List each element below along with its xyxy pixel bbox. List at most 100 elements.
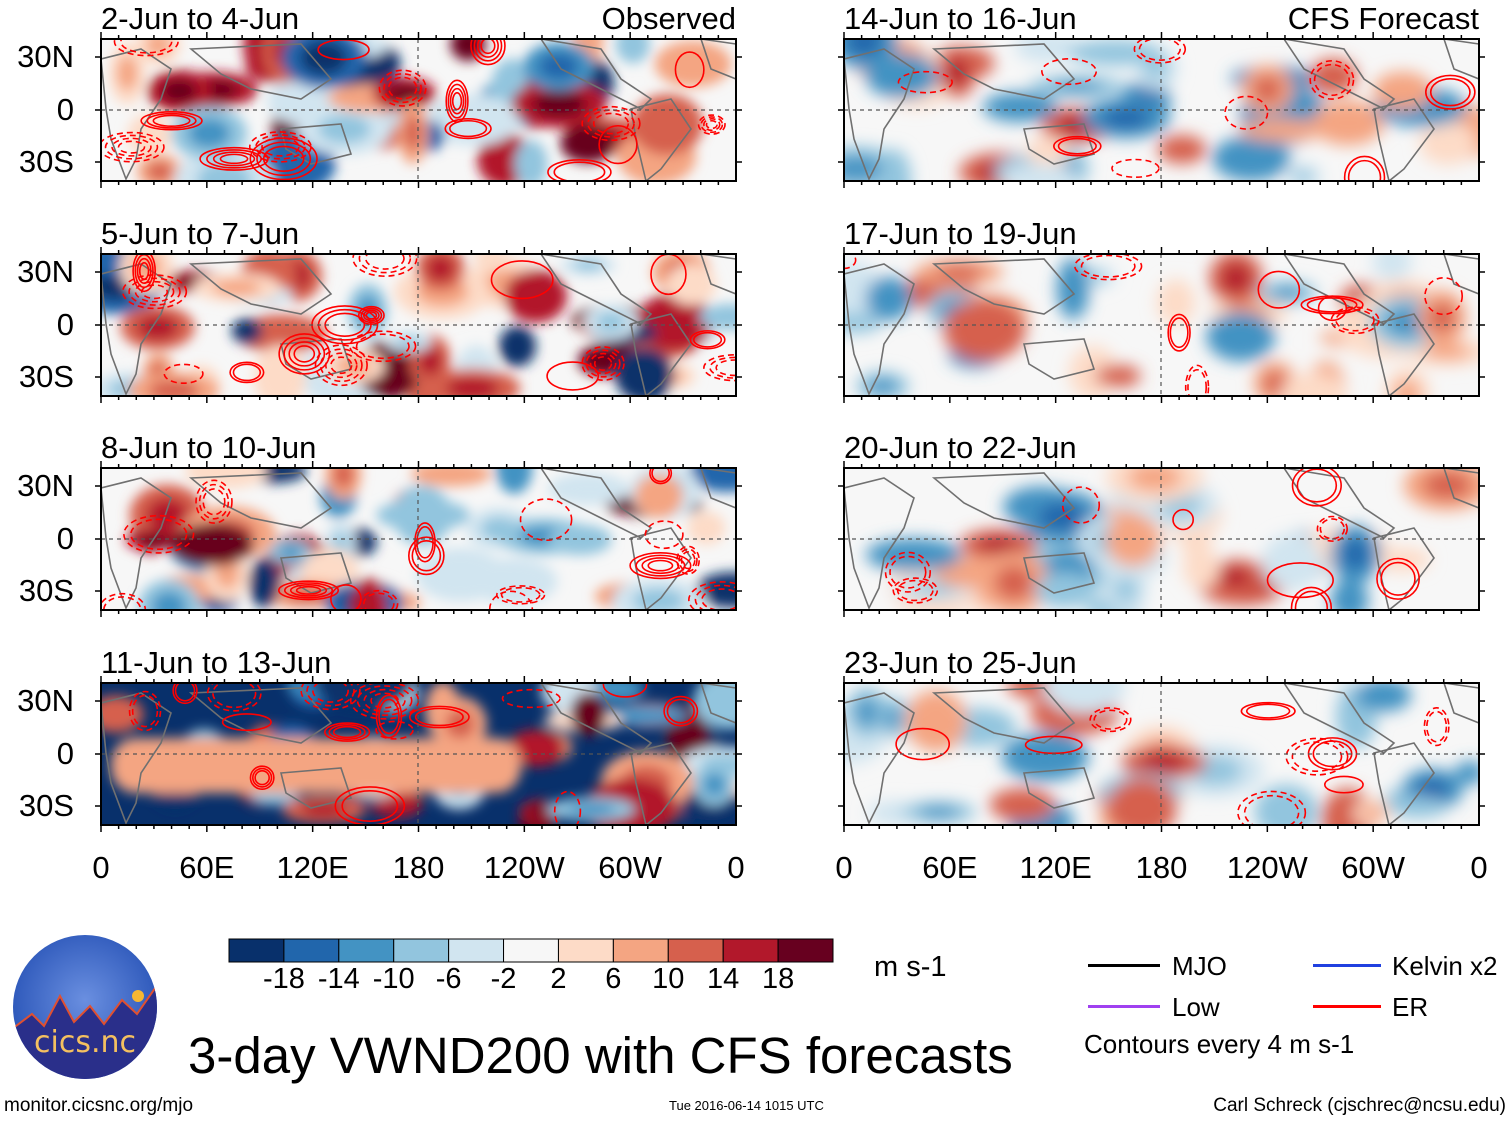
negative-anomaly: [1042, 683, 1126, 714]
anomaly-core: [1341, 538, 1370, 571]
anomaly-core: [1253, 75, 1282, 103]
map-panel: [95, 247, 742, 403]
anomaly-core: [386, 84, 422, 103]
anomaly-core: [977, 536, 1021, 553]
anomaly-core: [1271, 286, 1305, 299]
negative-anomaly: [865, 538, 962, 572]
x-tick-label: 120E: [276, 850, 349, 885]
tick-marks: [838, 676, 1485, 832]
x-tick-label: 0: [835, 850, 853, 885]
anomaly-core: [418, 346, 442, 376]
units-label: m s-1: [874, 951, 947, 983]
y-tick-label: 30S: [18, 788, 74, 823]
negative-anomaly: [615, 39, 651, 64]
anomaly-core: [1128, 468, 1182, 492]
panel-title: 14-Jun to 16-Jun: [844, 1, 1077, 36]
coastlines: [844, 39, 1479, 181]
colorbar-label: -10: [372, 963, 415, 995]
legend-low-line: [1088, 1005, 1160, 1008]
colorbar-label: 2: [550, 963, 567, 995]
anomaly-core: [1101, 106, 1151, 130]
y-tick-label: 30N: [17, 254, 74, 289]
positive-anomaly: [1156, 279, 1196, 326]
coastlines: [101, 468, 736, 610]
negative-anomaly: [231, 317, 263, 344]
anomaly-core: [1422, 344, 1472, 360]
negative-anomaly: [1330, 579, 1369, 610]
y-tick-label: 30S: [18, 144, 74, 179]
positive-anomaly: [905, 690, 967, 752]
negative-anomaly: [315, 683, 413, 710]
negative-anomaly: [1388, 796, 1448, 819]
colorbar-swatch: [557, 938, 614, 963]
x-tick-label: 60E: [922, 850, 978, 885]
anomaly-core: [507, 335, 528, 358]
footer-timestamp: Tue 2016-06-14 1015 UTC: [669, 1098, 824, 1113]
panel-title: 11-Jun to 13-Jun: [101, 645, 332, 680]
y-tick-label: 0: [56, 307, 74, 342]
x-tick-label: 60W: [598, 850, 663, 885]
colorbar-swatch: [228, 938, 285, 963]
anomaly-core: [1386, 307, 1428, 337]
anomaly-core: [152, 591, 186, 610]
footer-author: Carl Schreck (cjschrec@ncsu.edu): [1213, 1095, 1506, 1116]
anomaly-core: [856, 698, 878, 727]
x-tick-label: 60E: [179, 850, 235, 885]
anomaly-core: [279, 545, 303, 559]
x-tick-label: 0: [92, 850, 110, 885]
y-tick-label: 30S: [18, 573, 74, 608]
positive-anomaly: [654, 40, 732, 88]
positive-anomaly: [989, 788, 1055, 822]
negative-anomaly: [376, 499, 471, 531]
anomaly-core: [333, 468, 354, 489]
x-tick-label: 60W: [1341, 850, 1406, 885]
anomaly-core: [917, 806, 960, 819]
anomaly-core: [117, 56, 138, 91]
positive-anomaly: [943, 298, 1026, 361]
y-tick-label: 30S: [18, 359, 74, 394]
anomaly-core: [188, 533, 235, 557]
negative-anomaly: [1212, 135, 1291, 181]
anomaly-core: [994, 565, 1034, 600]
panel-title: 8-Jun to 10-Jun: [101, 430, 317, 465]
map-panel: [838, 247, 1485, 403]
y-tick-label: 0: [56, 92, 74, 127]
footer-url[interactable]: monitor.cicsnc.org/mjo: [4, 1095, 194, 1116]
negative-anomaly: [470, 557, 558, 606]
x-tick-label: 180: [392, 850, 445, 885]
negative-anomaly: [1000, 163, 1078, 181]
colorbar-swatch: [722, 938, 779, 963]
anomaly-core: [1394, 379, 1420, 396]
anomaly-core: [533, 90, 586, 118]
anomaly-core: [934, 264, 984, 280]
anomaly-core: [595, 312, 626, 332]
er-contours: [884, 468, 1420, 610]
negative-anomaly: [699, 303, 736, 331]
anomaly-core: [1113, 576, 1138, 602]
colorbar-label: -14: [317, 963, 360, 995]
negative-anomaly: [615, 347, 674, 396]
map-panel: [95, 676, 742, 832]
positive-anomaly: [570, 692, 608, 736]
panel-title: 20-Jun to 22-Jun: [844, 430, 1077, 465]
anomaly-core: [1423, 471, 1472, 500]
anomaly-core: [148, 380, 199, 396]
negative-anomaly: [1455, 761, 1479, 785]
anomaly-core: [255, 569, 273, 597]
x-tick-label: 120W: [483, 850, 565, 885]
positive-anomaly: [410, 468, 492, 487]
anomaly-core: [404, 115, 422, 150]
legend-mjo-line: [1088, 964, 1160, 967]
map-panel: [95, 32, 742, 188]
x-tick-label: 120W: [1226, 850, 1308, 885]
anomaly-core: [188, 118, 231, 148]
positive-anomaly: [253, 345, 306, 396]
positive-anomaly: [1373, 71, 1433, 110]
figure-title: 3-day VWND200 with CFS forecasts: [188, 1027, 1013, 1084]
contour-note: Contours every 4 m s-1: [1084, 1029, 1355, 1059]
colorbar-swatch: [393, 938, 450, 963]
positive-anomaly: [1309, 58, 1358, 95]
map-panel: [838, 32, 1485, 188]
positive-anomaly: [1157, 134, 1207, 164]
er-contours: [101, 468, 736, 610]
